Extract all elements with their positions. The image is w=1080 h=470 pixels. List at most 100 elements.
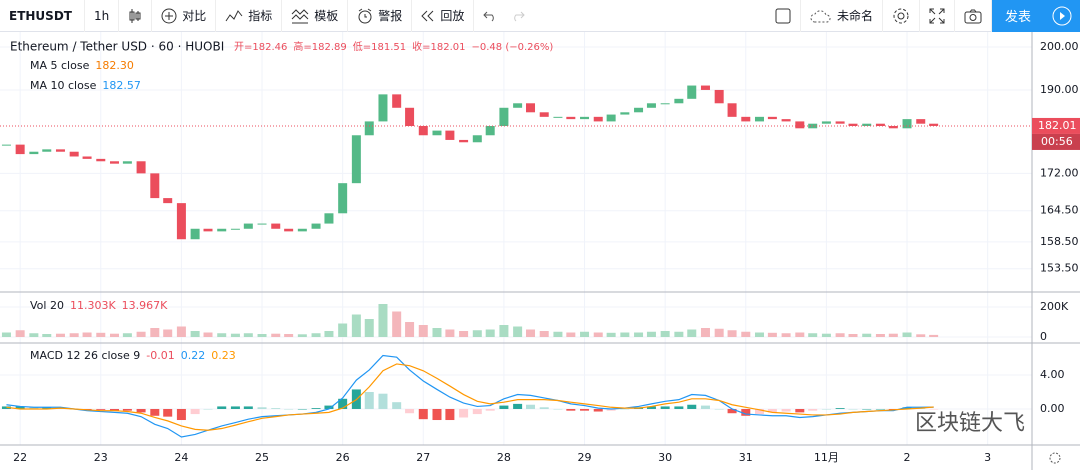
ma-value: 182.57: [102, 79, 141, 92]
candle: [122, 161, 132, 164]
settings[interactable]: [883, 0, 920, 32]
volume-bar: [96, 332, 106, 337]
volume-bar: [364, 318, 374, 337]
x-tick-label: 27: [416, 451, 430, 464]
x-tick-label: 2: [904, 451, 911, 464]
macd-histogram: [674, 406, 684, 409]
symbol[interactable]: ETHUSDT: [0, 0, 85, 32]
macd-histogram: [271, 408, 281, 409]
layout-name[interactable]: 未命名: [801, 0, 883, 32]
volume-bar: [230, 333, 240, 337]
volume-legend: 13.967K: [122, 299, 168, 312]
macd-histogram: [795, 408, 805, 413]
volume-bar: [700, 328, 710, 337]
ma-value: 182.30: [95, 59, 134, 72]
candle: [15, 144, 25, 155]
volume-bar: [674, 331, 684, 337]
volume-bar: [459, 331, 469, 337]
candle: [835, 121, 845, 124]
macd-histogram: [15, 406, 25, 409]
y-tick-label: 0.00: [1040, 402, 1065, 415]
candle: [257, 223, 267, 225]
volume-bar: [311, 333, 321, 337]
candle: [808, 123, 818, 129]
settings-icon[interactable]: [1049, 452, 1061, 464]
macd-histogram: [499, 405, 509, 409]
last-price-label: 182.01: [1038, 119, 1077, 132]
ma-name: MA 5 close: [30, 59, 90, 72]
watermark: 区块链大飞: [915, 411, 1025, 436]
x-tick-label: 11月: [814, 451, 839, 464]
volume-bar: [499, 324, 509, 337]
candle: [392, 94, 402, 108]
publish-button[interactable]: 发表: [992, 0, 1044, 32]
x-tick-label: 31: [739, 451, 753, 464]
chart-style[interactable]: [119, 0, 153, 32]
candle: [297, 228, 307, 232]
x-tick-label: 30: [658, 451, 672, 464]
macd-histogram: [485, 408, 495, 411]
candle: [862, 123, 872, 127]
volume-bar: [553, 331, 563, 337]
y-tick-label: 172.00: [1040, 166, 1079, 179]
macd-histogram: [553, 408, 563, 410]
last-price-box: [1032, 117, 1080, 134]
candle: [767, 116, 777, 120]
candle: [526, 103, 536, 113]
volume-bar: [566, 332, 576, 337]
y-tick-label: 158.50: [1040, 235, 1079, 248]
replay[interactable]: 回放: [412, 0, 475, 32]
candle: [916, 119, 926, 124]
volume-bar: [82, 332, 92, 337]
volume-legend: 11.303K: [70, 299, 116, 312]
volume-bar: [646, 331, 656, 337]
volume-bar: [324, 331, 334, 337]
templates[interactable]: 模板: [282, 0, 349, 32]
candle: [82, 156, 92, 159]
volume-bar: [29, 333, 39, 337]
macd-histogram: [593, 408, 603, 412]
candle: [1, 144, 11, 146]
candle: [687, 85, 697, 99]
candle: [888, 126, 898, 129]
compare[interactable]: 对比: [152, 0, 217, 32]
macd-histogram: [230, 406, 240, 409]
macd-histogram: [929, 408, 939, 410]
volume-bar: [136, 331, 146, 337]
candle: [741, 116, 751, 122]
undo-redo[interactable]: [474, 0, 534, 32]
label: 未命名: [836, 9, 873, 23]
volume-bar: [916, 334, 926, 337]
volume-bar: [150, 328, 160, 337]
x-tick-label: 23: [94, 451, 108, 464]
volume-bar: [42, 334, 52, 337]
candle: [606, 114, 616, 122]
ohlc-value: 收=182.01: [412, 40, 465, 53]
volume-bar: [606, 332, 616, 337]
macd-histogram: [445, 408, 455, 421]
macd-histogram: [566, 408, 576, 411]
volume-bar: [472, 330, 482, 337]
fullscreen[interactable]: [920, 0, 955, 32]
macd-legend: 0.22: [181, 349, 206, 362]
volume-bar: [580, 331, 590, 337]
countdown-box: [1032, 133, 1080, 150]
macd-histogram: [203, 408, 213, 410]
volume-bar: [862, 333, 872, 337]
candle: [418, 126, 428, 136]
alerts[interactable]: 警报: [348, 0, 413, 32]
candle: [875, 123, 885, 127]
ohlc-value: 低=181.51: [353, 40, 406, 53]
play-button[interactable]: [1044, 0, 1080, 32]
snapshot[interactable]: [955, 0, 992, 32]
interval[interactable]: 1h: [85, 0, 120, 32]
volume-bar: [835, 333, 845, 337]
macd-histogram: [432, 408, 442, 421]
macd-histogram: [539, 407, 549, 409]
indicators[interactable]: 指标: [216, 0, 283, 32]
macd-histogram: [741, 408, 751, 416]
candle: [284, 228, 294, 232]
macd-histogram: [754, 408, 764, 415]
multi-layout[interactable]: [766, 0, 801, 32]
